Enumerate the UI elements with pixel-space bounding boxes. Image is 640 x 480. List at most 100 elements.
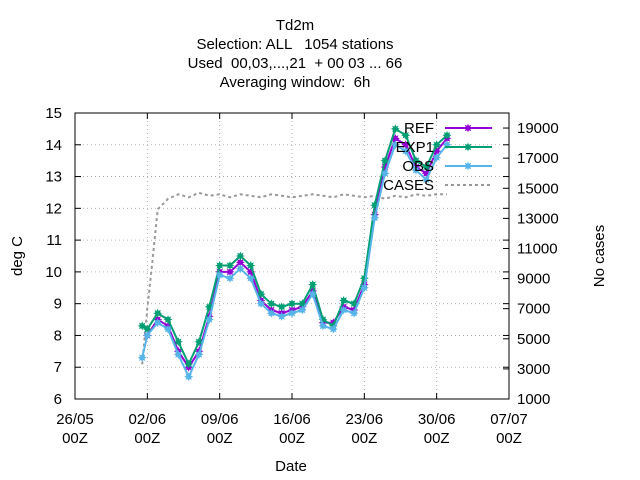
data-point: [215, 261, 225, 270]
data-point: [142, 330, 152, 340]
x-tick-label: 16/06: [273, 411, 311, 428]
data-point: [173, 350, 183, 359]
data-point: [235, 257, 245, 267]
y2-tick-label: 11000: [517, 240, 558, 257]
data-point: [277, 302, 287, 312]
series-line: [141, 191, 447, 365]
chart-title: Td2m Selection: ALL 1054 stations Used 00,…: [188, 17, 403, 91]
data-point: [246, 273, 256, 283]
data-point: [297, 305, 307, 315]
data-point: [194, 350, 204, 359]
y2-axis: 1000 3000 5000 7000 9000 11000 13000 15000 17000…: [503, 120, 559, 408]
data-point: [463, 142, 473, 152]
y-tick-label: 8: [54, 327, 62, 344]
data-point: [339, 305, 349, 315]
y2-tick-label: 3000: [517, 361, 550, 378]
legend-label: CASES: [383, 177, 434, 194]
data-point: [137, 353, 147, 363]
data-point: [411, 165, 421, 175]
data-point: [401, 130, 411, 140]
data-point: [153, 308, 163, 318]
title-line: Td2m: [276, 17, 314, 34]
y2-axis-label: No cases: [591, 225, 608, 288]
data-point: [401, 146, 411, 156]
data-point: [390, 124, 400, 134]
data-point: [318, 321, 328, 331]
data-point: [339, 296, 349, 305]
data-point: [390, 140, 400, 150]
data-point: [266, 299, 276, 309]
y-tick-label: 15: [45, 105, 62, 122]
y-axis-label: deg C: [9, 236, 26, 276]
series-line: [141, 127, 448, 365]
x-tick-label: 00Z: [351, 430, 377, 447]
data-point: [225, 267, 235, 277]
y2-tick-label: 19000: [517, 120, 559, 137]
data-point: [421, 162, 431, 172]
title-line: Averaging window: 6h: [220, 74, 371, 91]
x-tick-label: 23/06: [346, 411, 384, 428]
y-tick-label: 10: [45, 264, 62, 281]
x-tick-label: 00Z: [207, 430, 233, 447]
y2-tick-label: 15000: [517, 180, 559, 197]
y-axis: 6 7 8 9 10 11 12 13 14 15: [45, 105, 509, 408]
x-tick-label: 26/05: [56, 411, 94, 428]
y2-tick-label: 13000: [517, 210, 559, 227]
data-point: [411, 156, 421, 166]
legend-label: OBS: [402, 158, 434, 175]
data-point: [442, 130, 452, 140]
title-line: Used 00,03,...,21 + 00 03 ... 66: [188, 55, 403, 72]
x-axis-label: Date: [275, 458, 307, 475]
data-point: [328, 324, 338, 334]
y2-tick-label: 9000: [517, 271, 550, 288]
series-cases: [141, 191, 447, 365]
x-tick-label: 02/06: [129, 411, 167, 428]
data-point: [359, 283, 369, 293]
data-point: [266, 308, 276, 318]
series-exp1: [137, 124, 452, 369]
x-tick-label: 00Z: [496, 430, 522, 447]
x-tick-label: 00Z: [62, 430, 88, 447]
data-point: [463, 161, 473, 171]
data-point: [380, 168, 390, 178]
data-point: [308, 280, 318, 290]
data-point: [184, 372, 194, 382]
legend: REF EXP1 OBS CASES: [383, 120, 492, 194]
data-point: [308, 289, 318, 299]
data-point: [432, 153, 442, 162]
data-point: [137, 321, 147, 331]
y2-tick-label: 5000: [517, 331, 550, 348]
data-point: [184, 359, 194, 369]
x-tick-label: 09/06: [201, 411, 239, 428]
data-point: [163, 315, 173, 325]
y2-tick-label: 17000: [517, 150, 559, 167]
data-point: [173, 337, 183, 347]
data-point: [163, 324, 173, 334]
data-point: [287, 299, 297, 309]
x-axis: 26/05 00Z 02/06 00Z 09/06 00Z 16/06 00Z 23/06 00Z…: [56, 113, 528, 447]
data-point: [432, 140, 442, 150]
series-obs: [137, 140, 452, 382]
series-layer: [137, 124, 452, 382]
data-point: [225, 261, 235, 270]
data-point: [215, 270, 225, 280]
x-tick-label: 07/07: [490, 411, 528, 428]
y-tick-label: 14: [45, 137, 62, 154]
x-tick-label: 30/06: [418, 411, 456, 428]
y-tick-label: 6: [54, 391, 62, 408]
y-tick-label: 13: [45, 169, 62, 186]
data-point: [256, 299, 266, 309]
data-point: [235, 264, 245, 274]
data-point: [246, 261, 256, 270]
y-tick-label: 9: [54, 296, 62, 313]
title-line: Selection: ALL 1054 stations: [196, 36, 393, 53]
x-tick-label: 00Z: [134, 430, 160, 447]
data-point: [380, 156, 390, 166]
data-point: [225, 273, 235, 283]
data-point: [204, 315, 214, 325]
legend-label: REF: [404, 120, 434, 137]
x-tick-label: 00Z: [424, 430, 450, 447]
data-point: [277, 311, 287, 321]
legend-label: EXP1: [396, 139, 434, 156]
